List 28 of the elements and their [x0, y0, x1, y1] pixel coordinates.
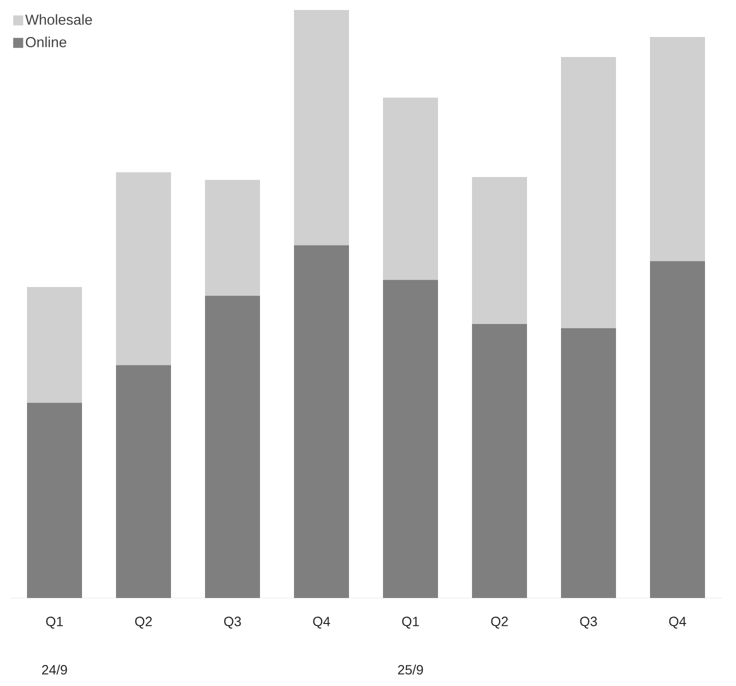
legend-label: Online — [26, 36, 66, 48]
bar — [472, 324, 527, 598]
x-tick-label: Q1 — [46, 616, 63, 629]
x-tick-label: Q4 — [669, 616, 686, 629]
bar — [472, 176, 527, 324]
x-tick-label: Q2 — [135, 616, 152, 629]
legend-label: Wholesale — [25, 14, 92, 25]
x-tick-label: Q1 — [402, 616, 419, 629]
bar — [294, 10, 349, 246]
bar — [205, 296, 260, 598]
bar — [561, 328, 616, 598]
text: 25/9 — [398, 664, 423, 675]
x-tick-label: Q3 — [580, 616, 597, 629]
text: 24/9 — [42, 664, 67, 675]
bar — [383, 280, 438, 598]
bar — [116, 365, 171, 598]
bar — [561, 57, 616, 328]
bar — [27, 286, 82, 403]
bar — [116, 172, 171, 366]
bar — [650, 37, 705, 262]
x-tick-label: Q3 — [224, 616, 241, 629]
bar — [383, 98, 438, 280]
bar — [27, 402, 82, 598]
bar — [650, 261, 705, 598]
x-tick-label: Q2 — [491, 616, 508, 629]
bar — [205, 180, 260, 296]
bar — [294, 245, 349, 598]
x-tick-label: Q4 — [313, 616, 330, 629]
